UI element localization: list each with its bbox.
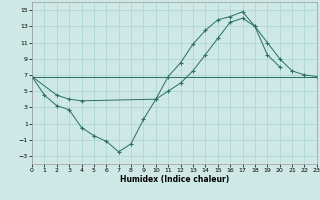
- X-axis label: Humidex (Indice chaleur): Humidex (Indice chaleur): [120, 175, 229, 184]
